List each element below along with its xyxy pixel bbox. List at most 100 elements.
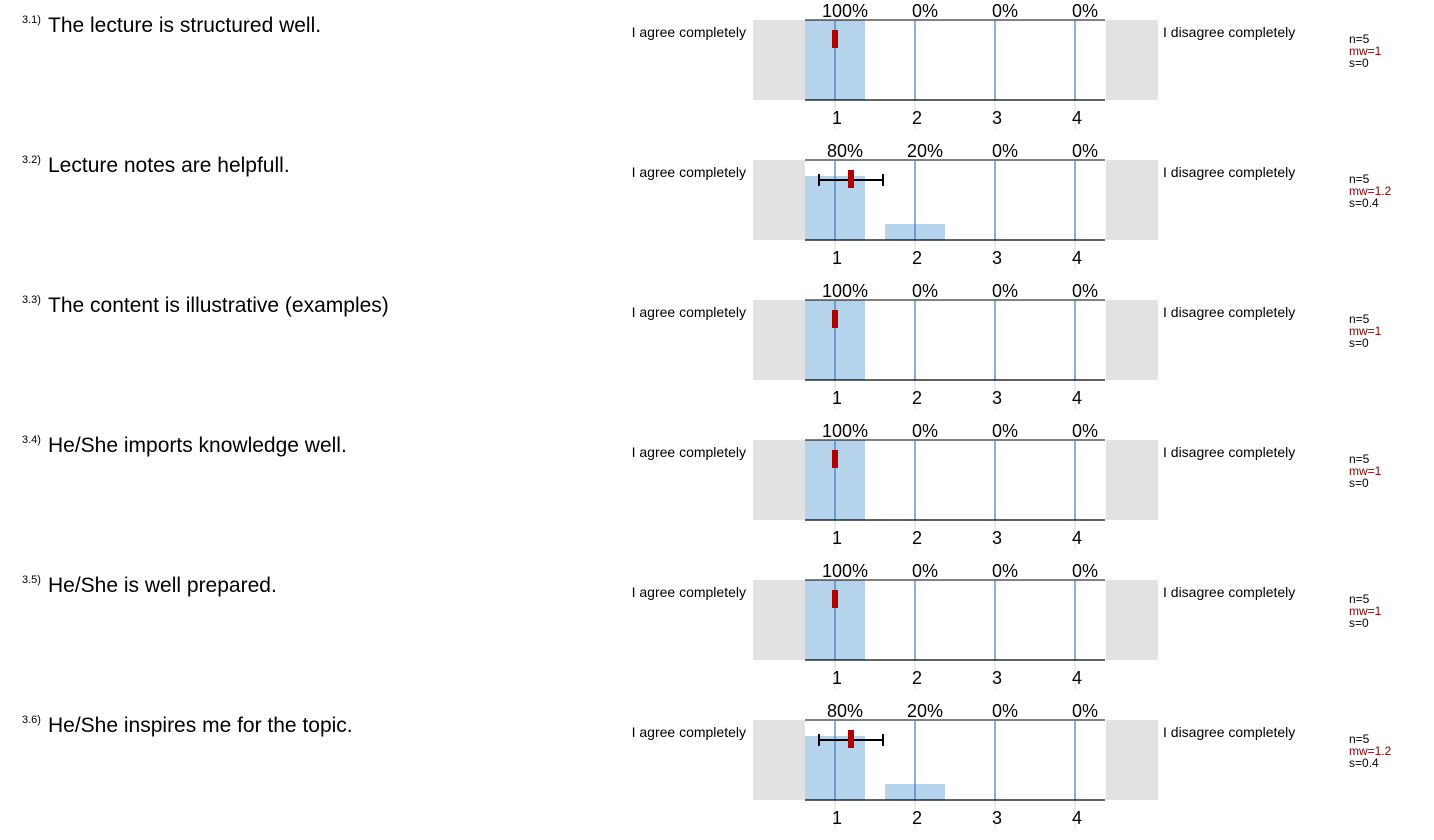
mean-marker — [832, 310, 838, 328]
percent-label: 100% — [822, 421, 868, 441]
percent-label: 20% — [907, 141, 943, 161]
percent-label: 0% — [1072, 141, 1098, 161]
question-row: 3.2) Lecture notes are helpfull. I agree c… — [0, 140, 1434, 280]
bar-chart: 100% 0% 0% 0% 1 2 3 4 — [805, 561, 1105, 690]
right-scale-panel — [1106, 440, 1158, 520]
tick-label: 2 — [912, 108, 922, 128]
question-row: 3.5) He/She is well prepared. I agree comp… — [0, 560, 1434, 700]
scale-right-label: I disagree completely — [1163, 304, 1296, 320]
bar-chart: 80% 20% 0% 0% 1 2 3 4 — [805, 701, 1105, 830]
question-row: 3.1) The lecture is structured well. I agr… — [0, 0, 1434, 140]
tick-label: 3 — [992, 108, 1002, 128]
percent-label: 80% — [827, 701, 863, 721]
stat-sd: s=0.4 — [1349, 756, 1379, 770]
percent-label: 20% — [907, 701, 943, 721]
percent-label: 0% — [992, 561, 1018, 581]
tick-label: 4 — [1072, 108, 1082, 128]
percent-label: 0% — [992, 1, 1018, 21]
bar-chart: 100% 0% 0% 0% 1 2 3 4 — [805, 1, 1105, 130]
percent-label: 0% — [912, 421, 938, 441]
percent-label: 0% — [1072, 1, 1098, 21]
tick-label: 3 — [992, 668, 1002, 688]
mean-marker — [848, 170, 854, 188]
question-number: 3.2) — [22, 154, 41, 166]
tick-label: 2 — [912, 388, 922, 408]
percent-label: 100% — [822, 561, 868, 581]
percent-label: 0% — [1072, 701, 1098, 721]
statistics: n=5 mw=1.2 s=0.4 — [1349, 733, 1391, 769]
question-number: 3.3) — [22, 294, 41, 306]
tick-label: 2 — [912, 668, 922, 688]
stat-mean: mw=1 — [1349, 604, 1382, 618]
percent-label: 0% — [992, 421, 1018, 441]
stat-sd: s=0 — [1349, 616, 1369, 630]
stat-mean: mw=1 — [1349, 44, 1382, 58]
percent-label: 100% — [822, 1, 868, 21]
stat-n: n=5 — [1349, 592, 1370, 606]
tick-label: 1 — [832, 808, 842, 828]
tick-label: 1 — [832, 388, 842, 408]
question-row: 3.6) He/She inspires me for the topic. I a… — [0, 700, 1434, 840]
mean-marker — [832, 30, 838, 48]
question-text: He/She imports knowledge well. — [48, 434, 347, 457]
statistics: n=5 mw=1 s=0 — [1349, 313, 1381, 349]
stat-n: n=5 — [1349, 732, 1370, 746]
scale-right-label: I disagree completely — [1163, 24, 1296, 40]
statistics: n=5 mw=1 s=0 — [1349, 453, 1381, 489]
stat-mean: mw=1.2 — [1349, 184, 1392, 198]
stat-sd: s=0 — [1349, 336, 1369, 350]
question-row: 3.3) The content is illustrative (example… — [0, 280, 1434, 420]
mean-marker — [832, 590, 838, 608]
scale-left-label: I agree completely — [631, 584, 746, 600]
stat-n: n=5 — [1349, 32, 1370, 46]
tick-label: 4 — [1072, 388, 1082, 408]
mean-marker — [832, 450, 838, 468]
stat-sd: s=0.4 — [1349, 196, 1379, 210]
percent-label: 0% — [912, 561, 938, 581]
tick-label: 1 — [832, 668, 842, 688]
tick-label: 4 — [1072, 528, 1082, 548]
tick-label: 1 — [832, 528, 842, 548]
stat-mean: mw=1.2 — [1349, 744, 1392, 758]
question-text: He/She inspires me for the topic. — [48, 714, 353, 737]
percent-label: 0% — [992, 281, 1018, 301]
mean-marker — [848, 730, 854, 748]
scale-left-label: I agree completely — [631, 24, 746, 40]
bar-chart: 100% 0% 0% 0% 1 2 3 4 — [805, 421, 1105, 550]
scale-left-label: I agree completely — [631, 164, 746, 180]
tick-label: 4 — [1072, 808, 1082, 828]
left-scale-panel — [753, 580, 805, 660]
percent-label: 0% — [992, 141, 1018, 161]
tick-label: 2 — [912, 528, 922, 548]
left-scale-panel — [753, 300, 805, 380]
percent-label: 0% — [992, 701, 1018, 721]
statistics: n=5 mw=1 s=0 — [1349, 33, 1381, 69]
tick-label: 3 — [992, 248, 1002, 268]
left-scale-panel — [753, 720, 805, 800]
percent-label: 0% — [1072, 561, 1098, 581]
tick-label: 4 — [1072, 668, 1082, 688]
tick-label: 1 — [832, 108, 842, 128]
bar-chart: 100% 0% 0% 0% 1 2 3 4 — [805, 281, 1105, 410]
stat-sd: s=0 — [1349, 476, 1369, 490]
question-row: 3.4) He/She imports knowledge well. I agre… — [0, 420, 1434, 560]
scale-left-label: I agree completely — [631, 724, 746, 740]
bar-chart: 80% 20% 0% 0% 1 2 3 4 — [805, 141, 1105, 270]
scale-right-label: I disagree completely — [1163, 584, 1296, 600]
stat-sd: s=0 — [1349, 56, 1369, 70]
percent-label: 0% — [912, 281, 938, 301]
right-scale-panel — [1106, 20, 1158, 100]
left-scale-panel — [753, 440, 805, 520]
stat-mean: mw=1 — [1349, 464, 1382, 478]
percent-label: 0% — [912, 1, 938, 21]
statistics: n=5 mw=1.2 s=0.4 — [1349, 173, 1391, 209]
stat-mean: mw=1 — [1349, 324, 1382, 338]
right-scale-panel — [1106, 720, 1158, 800]
tick-label: 3 — [992, 528, 1002, 548]
question-text: The lecture is structured well. — [48, 14, 322, 37]
tick-label: 2 — [912, 808, 922, 828]
scale-right-label: I disagree completely — [1163, 444, 1296, 460]
question-text: The content is illustrative (examples) — [48, 294, 389, 317]
question-number: 3.5) — [22, 574, 41, 586]
question-number: 3.1) — [22, 14, 41, 26]
